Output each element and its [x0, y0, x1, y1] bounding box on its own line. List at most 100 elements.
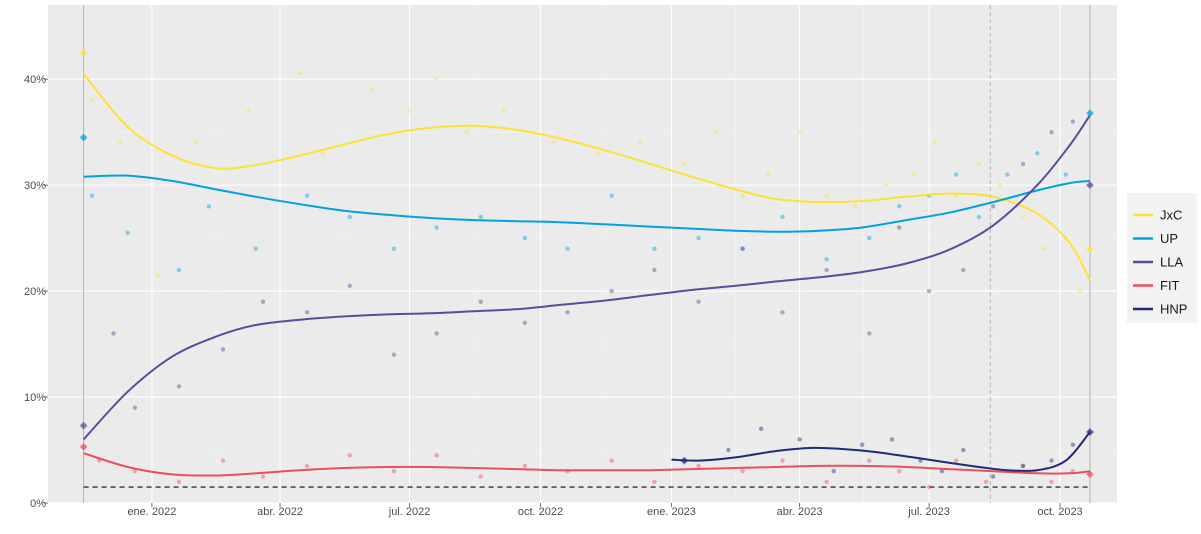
poll-point-jxc: [884, 182, 889, 188]
y-tick-label: 10%: [24, 392, 46, 404]
endpoint-marker-fit: [1085, 470, 1094, 479]
poll-point-lla: [990, 204, 996, 209]
poll-point-fit: [478, 474, 483, 479]
poll-point-jxc: [501, 108, 506, 114]
poll-point-jxc: [637, 140, 643, 145]
poll-point-fit: [740, 469, 745, 474]
x-tick-label: ene. 2022: [127, 506, 176, 518]
endpoint-marker-hnp: [680, 456, 689, 465]
poll-point-up: [652, 246, 657, 251]
poll-point-jxc: [713, 129, 718, 135]
poll-point-fit: [983, 479, 989, 485]
poll-point-up: [253, 246, 259, 251]
poll-point-jxc: [976, 161, 982, 167]
poll-point-up: [391, 246, 397, 251]
poll-point-fit: [1020, 463, 1026, 469]
trend-line-jxc: [82, 73, 1091, 281]
poll-point-jxc: [998, 182, 1003, 188]
x-tick-label: abr. 2022: [257, 506, 303, 518]
endpoint-marker-jxc: [1085, 244, 1094, 253]
poll-point-jxc: [1020, 214, 1026, 220]
poll-point-fit: [176, 479, 182, 485]
x-tick-label: abr. 2023: [777, 506, 823, 518]
legend-label-jxc: JxC: [1160, 208, 1182, 223]
poll-point-fit: [897, 469, 902, 474]
poll-point-up: [1035, 151, 1040, 156]
poll-point-lla: [1049, 129, 1054, 135]
poll-point-jxc: [824, 193, 829, 198]
poll-point-up: [740, 246, 745, 251]
y-tick-label: 0%: [30, 498, 46, 510]
poll-point-jxc: [297, 71, 303, 77]
poll-point-jxc: [407, 108, 412, 114]
poll-point-hnp: [726, 447, 731, 453]
poll-point-hnp: [1020, 463, 1026, 469]
poll-point-lla: [867, 331, 872, 336]
poll-point-lla: [1070, 119, 1076, 124]
poll-point-up: [347, 214, 352, 220]
reference-lines: [83, 5, 1091, 503]
poll-point-jxc: [1077, 288, 1083, 294]
poll-point-fit: [347, 453, 352, 458]
endpoint-marker-hnp: [1085, 428, 1094, 437]
poll-point-up: [897, 204, 902, 209]
poll-point-fit: [132, 469, 138, 474]
poll-point-jxc: [551, 140, 556, 145]
poll-point-jxc: [155, 272, 160, 278]
y-tick-label: 40%: [24, 74, 46, 86]
legend-label-lla: LLA: [1160, 255, 1183, 270]
poll-point-fit: [780, 458, 785, 463]
legend-label-fit: FIT: [1160, 278, 1180, 293]
poll-point-jxc: [682, 161, 687, 167]
poll-point-jxc: [246, 108, 251, 114]
poll-point-fit: [824, 479, 829, 485]
x-tick-label: jul. 2023: [907, 506, 950, 518]
poll-point-jxc: [193, 140, 199, 145]
poll-point-up: [780, 214, 785, 220]
grid-layer: [48, 5, 1117, 504]
poll-point-up: [1005, 172, 1010, 177]
poll-point-up: [609, 193, 614, 198]
poll-point-lla: [740, 246, 745, 251]
poll-point-up: [1063, 172, 1068, 177]
poll-point-jxc: [118, 140, 123, 145]
poll-point-fit: [391, 469, 397, 474]
x-axis: ene. 2022 abr. 2022 jul. 2022 oct. 2022 ene.…: [127, 503, 1083, 518]
poll-point-hnp: [831, 469, 836, 474]
endpoint-marker-fit: [79, 442, 88, 451]
legend-label-hnp: HNP: [1160, 302, 1187, 317]
endpoint-marker-jxc: [79, 48, 88, 57]
endpoint-marker-lla: [1085, 181, 1094, 190]
poll-point-hnp: [860, 442, 865, 447]
x-tick-label: ene. 2023: [647, 506, 696, 518]
poll-point-fit: [1049, 479, 1054, 485]
poll-point-fit: [609, 458, 614, 463]
poll-point-up: [867, 235, 872, 241]
x-tick-label: oct. 2022: [518, 506, 563, 518]
poll-point-lla: [926, 288, 932, 294]
poll-point-fit: [867, 458, 872, 463]
y-tick-label: 20%: [24, 286, 46, 298]
poll-point-jxc: [740, 193, 745, 198]
trend-line-lla: [82, 114, 1091, 441]
poll-point-up: [953, 172, 959, 177]
poll-point-jxc: [797, 129, 802, 135]
poll-point-hnp: [889, 437, 895, 442]
poll-point-jxc: [320, 151, 325, 156]
trend-lines: [82, 73, 1091, 477]
poll-point-fit: [304, 463, 310, 469]
poll-point-fit: [260, 474, 266, 479]
poll-point-lla: [696, 299, 701, 304]
poll-point-up: [89, 193, 95, 198]
poll-point-lla: [961, 267, 966, 273]
poll-point-jxc: [932, 140, 938, 145]
poll-point-lla: [220, 347, 226, 352]
poll-point-up: [206, 204, 212, 209]
poll-point-lla: [565, 310, 570, 315]
poll-point-lla: [111, 331, 116, 336]
poll-point-jxc: [852, 204, 858, 209]
poll-point-lla: [434, 331, 439, 336]
poll-point-up: [125, 230, 130, 236]
